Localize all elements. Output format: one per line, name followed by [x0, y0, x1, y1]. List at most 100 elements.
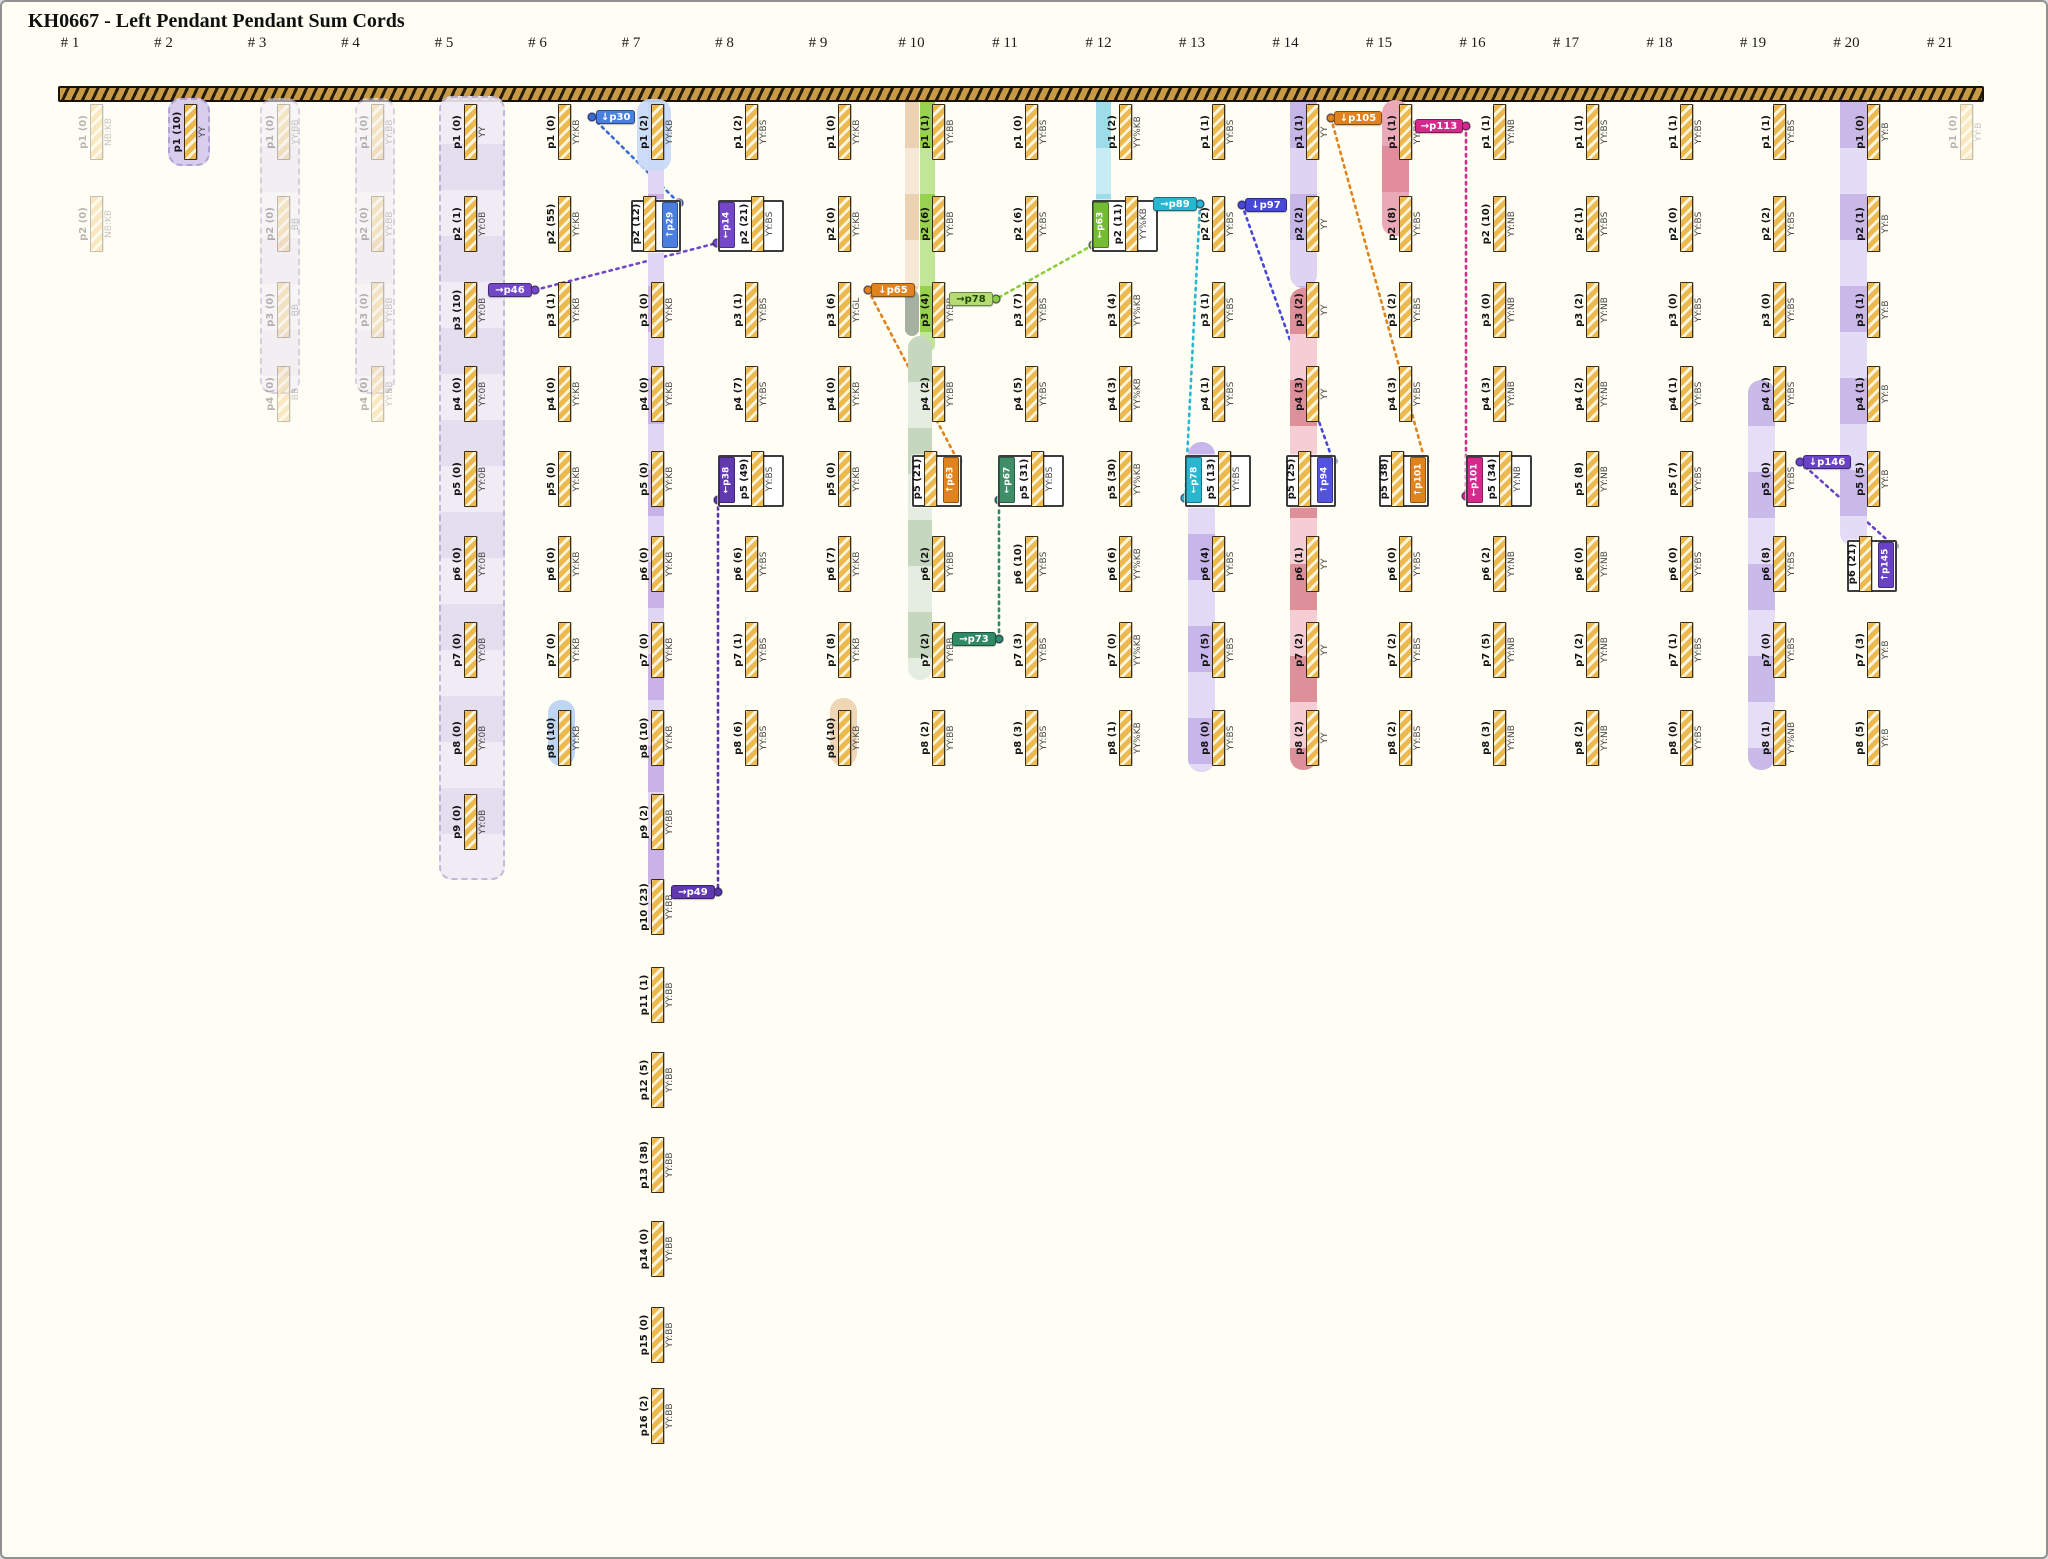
pendant-14-p8[interactable]: p8 (2) YY: [1293, 709, 1331, 767]
pendant-7-p6[interactable]: p6 (0) YY:KB: [638, 535, 676, 593]
sum-link-flag[interactable]: →p73: [952, 632, 996, 646]
pendant-6-p3[interactable]: p3 (1) YY:KB: [545, 281, 583, 339]
pendant-6-p7[interactable]: p7 (0) YY:KB: [545, 621, 583, 679]
sum-link-marker-flag[interactable]: ←p101: [1466, 457, 1483, 503]
pendant-16-p8[interactable]: p8 (3) YY:NB: [1480, 709, 1518, 767]
pendant-5-p4[interactable]: p4 (0) YY:0B: [451, 365, 489, 423]
pendant-8-p7[interactable]: p7 (1) YY:BS: [732, 621, 770, 679]
pendant-20-p4[interactable]: p4 (1) YY:B: [1854, 365, 1892, 423]
pendant-15-p5[interactable]: p5 (38)YY:BS: [1378, 450, 1416, 508]
pendant-18-p1[interactable]: p1 (1) YY:BS: [1667, 103, 1705, 161]
sum-link-flag[interactable]: ↓p30: [596, 110, 636, 124]
pendant-3-p2[interactable]: p2 (0) BB: [264, 195, 302, 253]
pendant-13-p5[interactable]: p5 (13) YY:BS: [1205, 450, 1243, 508]
sum-link-flag[interactable]: →p113: [1415, 119, 1463, 133]
pendant-7-p3[interactable]: p3 (0) YY:KB: [638, 281, 676, 339]
pendant-20-p8[interactable]: p8 (5) YY:B: [1854, 709, 1892, 767]
pendant-11-p5[interactable]: p5 (31) YY:BS: [1018, 450, 1056, 508]
pendant-15-p3[interactable]: p3 (2) YY:BS: [1386, 281, 1424, 339]
pendant-10-p6[interactable]: p6 (2) YY:BB: [919, 535, 957, 593]
pendant-18-p7[interactable]: p7 (1) YY:BS: [1667, 621, 1705, 679]
pendant-9-p6[interactable]: p6 (7) YY:KB: [825, 535, 863, 593]
sum-link-marker-flag[interactable]: ←p63: [1092, 202, 1109, 248]
pendant-11-p1[interactable]: p1 (0) YY:BS: [1012, 103, 1050, 161]
pendant-17-p1[interactable]: p1 (1) YY:BS: [1573, 103, 1611, 161]
pendant-7-p7[interactable]: p7 (0) YY:KB: [638, 621, 676, 679]
pendant-14-p3[interactable]: p3 (2) YY: [1293, 281, 1331, 339]
pendant-7-p16[interactable]: p16 (2) YY:BB: [638, 1387, 676, 1445]
pendant-17-p8[interactable]: p8 (2) YY:NB: [1573, 709, 1611, 767]
pendant-13-p8[interactable]: p8 (0) YY:BS: [1199, 709, 1237, 767]
pendant-19-p6[interactable]: p6 (8) YY:BS: [1760, 535, 1798, 593]
pendant-6-p4[interactable]: p4 (0) YY:KB: [545, 365, 583, 423]
pendant-3-p3[interactable]: p3 (0) BB: [264, 281, 302, 339]
pendant-20-p6[interactable]: p6 (21)YY:B: [1846, 535, 1884, 593]
pendant-7-p5[interactable]: p5 (0) YY:KB: [638, 450, 676, 508]
pendant-19-p2[interactable]: p2 (2) YY:BS: [1760, 195, 1798, 253]
sum-link-marker-flag[interactable]: ←p78: [1186, 457, 1202, 503]
sum-link-marker-flag[interactable]: ↑p94: [1316, 457, 1333, 503]
pendant-11-p3[interactable]: p3 (7) YY:BS: [1012, 281, 1050, 339]
pendant-14-p6[interactable]: p6 (1) YY: [1293, 535, 1331, 593]
sum-link-marker-flag[interactable]: ←p14: [718, 202, 735, 248]
pendant-14-p2[interactable]: p2 (2) YY: [1293, 195, 1331, 253]
sum-link-flag[interactable]: ↓p146: [1803, 455, 1851, 469]
sum-link-flag[interactable]: →p49: [671, 885, 715, 899]
pendant-7-p15[interactable]: p15 (0) YY:BB: [638, 1306, 676, 1364]
pendant-3-p4[interactable]: p4 (0) BB: [264, 365, 302, 423]
pendant-11-p8[interactable]: p8 (3) YY:BS: [1012, 709, 1050, 767]
pendant-7-p8[interactable]: p8 (10) YY:KB: [638, 709, 676, 767]
pendant-8-p5[interactable]: p5 (49) YY:BS: [738, 450, 776, 508]
pendant-14-p1[interactable]: p1 (1) YY: [1293, 103, 1331, 161]
pendant-18-p6[interactable]: p6 (0) YY:BS: [1667, 535, 1705, 593]
pendant-18-p5[interactable]: p5 (7) YY:BS: [1667, 450, 1705, 508]
pendant-10-p2[interactable]: p2 (6) YY:BB: [919, 195, 957, 253]
pendant-20-p7[interactable]: p7 (3) YY:B: [1854, 621, 1892, 679]
pendant-16-p7[interactable]: p7 (5) YY:NB: [1480, 621, 1518, 679]
pendant-12-p1[interactable]: p1 (2) YY%KB: [1106, 103, 1144, 161]
pendant-4-p2[interactable]: p2 (0) YY:BB: [358, 195, 396, 253]
pendant-13-p1[interactable]: p1 (1) YY:BS: [1199, 103, 1237, 161]
sum-link-marker-flag[interactable]: ↑p29: [662, 202, 678, 248]
pendant-17-p7[interactable]: p7 (2) YY:NB: [1573, 621, 1611, 679]
pendant-7-p4[interactable]: p4 (0) YY:KB: [638, 365, 676, 423]
pendant-6-p8[interactable]: p8 (10) YY:KB: [545, 709, 583, 767]
sum-link-marker-flag[interactable]: ←p67: [999, 457, 1015, 503]
pendant-19-p3[interactable]: p3 (0) YY:BS: [1760, 281, 1798, 339]
pendant-5-p5[interactable]: p5 (0) YY:0B: [451, 450, 489, 508]
pendant-19-p1[interactable]: p1 (1) YY:BS: [1760, 103, 1798, 161]
pendant-9-p2[interactable]: p2 (0) YY:KB: [825, 195, 863, 253]
pendant-17-p3[interactable]: p3 (2) YY:NB: [1573, 281, 1611, 339]
pendant-9-p4[interactable]: p4 (0) YY:KB: [825, 365, 863, 423]
pendant-4-p3[interactable]: p3 (0) YY:BB: [358, 281, 396, 339]
pendant-9-p8[interactable]: p8 (10) YY:KB: [825, 709, 863, 767]
pendant-5-p7[interactable]: p7 (0) YY:0B: [451, 621, 489, 679]
pendant-19-p5[interactable]: p5 (0) YY:BS: [1760, 450, 1798, 508]
pendant-19-p7[interactable]: p7 (0) YY:BS: [1760, 621, 1798, 679]
pendant-6-p2[interactable]: p2 (55) YY:KB: [545, 195, 583, 253]
pendant-13-p2[interactable]: p2 (2) YY:BS: [1199, 195, 1237, 253]
pendant-20-p1[interactable]: p1 (0) YY:B: [1854, 103, 1892, 161]
sum-link-flag[interactable]: ↓p105: [1334, 111, 1382, 125]
pendant-7-p1[interactable]: p1 (2) YY:KB: [638, 103, 676, 161]
pendant-8-p8[interactable]: p8 (6) YY:BS: [732, 709, 770, 767]
pendant-12-p6[interactable]: p6 (6) YY%KB: [1106, 535, 1144, 593]
pendant-17-p2[interactable]: p2 (1) YY:BS: [1573, 195, 1611, 253]
pendant-5-p9[interactable]: p9 (0) YY:0B: [451, 793, 489, 851]
pendant-17-p4[interactable]: p4 (2) YY:NB: [1573, 365, 1611, 423]
pendant-4-p1[interactable]: p1 (0) YY:BB: [358, 103, 396, 161]
pendant-13-p7[interactable]: p7 (5) YY:BS: [1199, 621, 1237, 679]
sum-link-flag[interactable]: →p46: [488, 283, 532, 297]
pendant-10-p8[interactable]: p8 (2) YY:BB: [919, 709, 957, 767]
pendant-7-p12[interactable]: p12 (5) YY:BB: [638, 1051, 676, 1109]
pendant-16-p1[interactable]: p1 (1) YY:NB: [1480, 103, 1518, 161]
pendant-16-p2[interactable]: p2 (10) YY:NB: [1480, 195, 1518, 253]
pendant-15-p4[interactable]: p4 (3) YY:BS: [1386, 365, 1424, 423]
sum-link-flag[interactable]: ↓p97: [1245, 198, 1287, 212]
pendant-5-p2[interactable]: p2 (1) YY:0B: [451, 195, 489, 253]
pendant-8-p4[interactable]: p4 (7) YY:BS: [732, 365, 770, 423]
pendant-18-p2[interactable]: p2 (0) YY:BS: [1667, 195, 1705, 253]
pendant-11-p7[interactable]: p7 (3) YY:BS: [1012, 621, 1050, 679]
pendant-10-p7[interactable]: p7 (2) YY:BB: [919, 621, 957, 679]
pendant-10-p5[interactable]: p5 (21)YY:BB: [911, 450, 949, 508]
